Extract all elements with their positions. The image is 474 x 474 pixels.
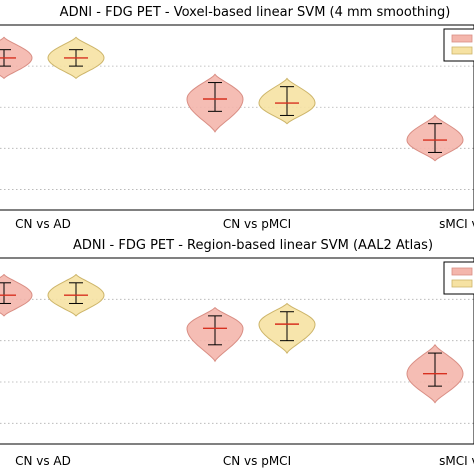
panel-bottom-xtick-1: CN vs AD — [15, 454, 71, 468]
panel-top-xtick-2: CN vs pMCI — [223, 217, 291, 231]
legend-box — [443, 28, 474, 62]
legend-box — [443, 261, 474, 295]
panel-bottom-xtick-3: sMCI vs — [439, 454, 474, 468]
panel-bottom-violins — [0, 273, 464, 404]
panel-bottom-title: ADNI - FDG PET - Region-based linear SVM… — [73, 238, 433, 253]
panel-top-xtick-1: CN vs AD — [15, 217, 71, 231]
panel-top-title: ADNI - FDG PET - Voxel-based linear SVM … — [60, 5, 451, 20]
legend-swatch-1 — [451, 267, 473, 276]
panel-top: ADNI - FDG PET - Voxel-based linear SVM … — [0, 5, 474, 231]
panel-top-violins — [0, 36, 464, 162]
legend-swatch-2 — [451, 46, 473, 55]
legend-swatch-1 — [451, 34, 473, 43]
panel-top-xtick-3: sMCI vs — [439, 217, 474, 231]
panel-top-legend — [443, 28, 474, 62]
panel-bottom-xtick-2: CN vs pMCI — [223, 454, 291, 468]
legend-swatch-2 — [451, 279, 473, 288]
panel-bottom: ADNI - FDG PET - Region-based linear SVM… — [0, 238, 474, 468]
panel-bottom-legend — [443, 261, 474, 295]
